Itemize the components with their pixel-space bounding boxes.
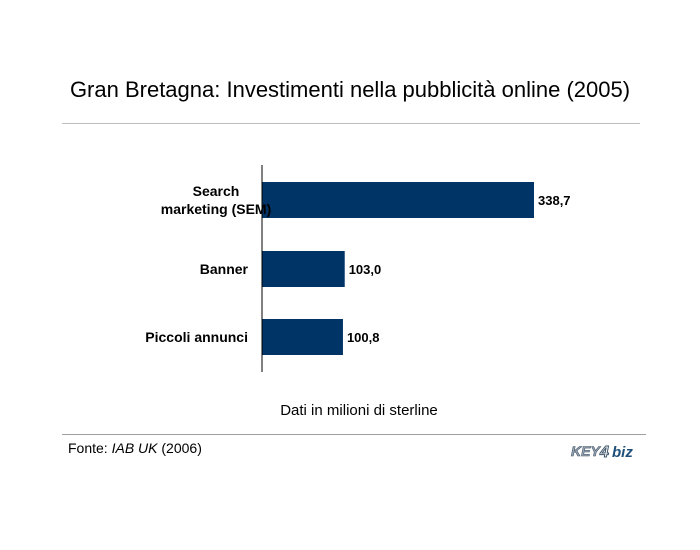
bar-2	[262, 319, 343, 355]
value-label-2: 100,8	[347, 330, 380, 345]
svg-text:4: 4	[599, 444, 609, 460]
category-label-1: Banner	[200, 261, 249, 277]
value-label-0: 338,7	[538, 193, 571, 208]
units-note: Dati in milioni di sterline	[280, 402, 438, 419]
title-divider	[62, 123, 640, 124]
chart-title: Gran Bretagna: Investimenti nella pubbli…	[69, 77, 631, 102]
source-credit: Fonte: IAB UK (2006)	[68, 440, 202, 456]
bar-chart: 338,7 Search marketing (SEM) 103,0 Banner 100…	[145, 165, 571, 372]
source-name: IAB UK	[111, 440, 158, 456]
key4biz-logo: KEY 4 biz	[571, 443, 634, 460]
footer-divider	[62, 434, 646, 435]
category-label-line: Piccoli annunci	[145, 329, 248, 345]
category-label-line: Banner	[200, 261, 249, 277]
svg-text:KEY: KEY	[571, 443, 601, 459]
source-prefix: Fonte:	[68, 440, 112, 456]
category-label-line: marketing (SEM)	[161, 201, 271, 217]
category-label-0: Search marketing (SEM)	[161, 183, 271, 217]
bar-0	[262, 182, 534, 218]
bar-1	[262, 251, 345, 287]
svg-text:biz: biz	[612, 444, 633, 460]
category-label-2: Piccoli annunci	[145, 329, 248, 345]
value-label-1: 103,0	[349, 262, 382, 277]
category-label-line: Search	[193, 183, 240, 199]
source-year: (2006)	[157, 440, 202, 456]
